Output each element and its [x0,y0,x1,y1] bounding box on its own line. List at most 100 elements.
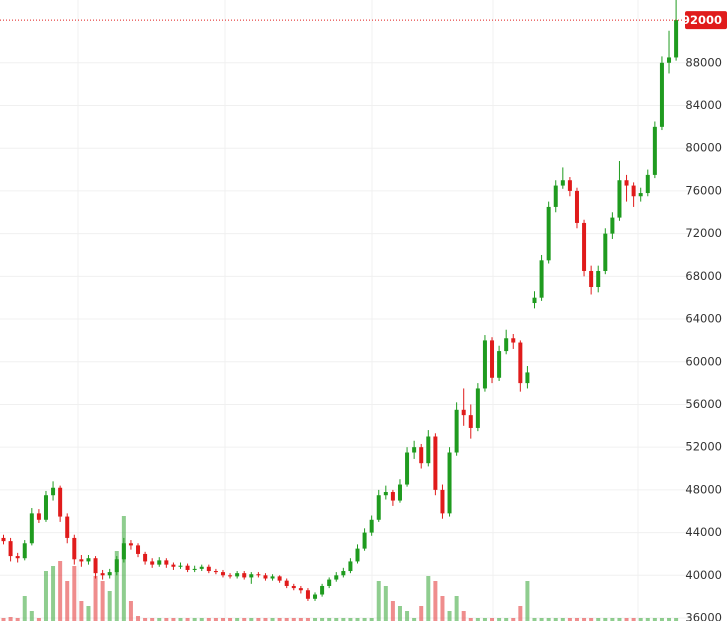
volume-bar [65,581,70,621]
candle-body [136,545,141,554]
candle-body [72,537,77,560]
volume-bar [369,618,374,621]
volume-bar [440,596,445,621]
candle-body [603,233,608,271]
candle-body [617,180,622,218]
candle-body [228,575,233,577]
volume-bar [376,581,381,621]
candle-body [256,574,261,576]
volume-bar [107,591,112,621]
candle-body [348,561,353,572]
candle-body [667,57,672,63]
volume-bar [171,618,176,621]
volume-bar [659,618,664,621]
volume-bar [270,618,275,621]
y-tick-label: 88000 [685,55,722,69]
candle-body [426,436,431,464]
candle-body [43,495,48,520]
y-tick-label: 64000 [685,312,722,326]
candle-body [362,532,367,549]
volume-bar [136,616,141,621]
volume-bar [313,618,318,621]
volume-bar [277,618,282,621]
candle-body [638,193,643,197]
volume-bar [228,618,233,621]
candle-body [327,579,332,586]
candle-body [150,561,155,565]
candle-body [313,594,318,599]
volume-bar [164,618,169,621]
candle-body [79,559,84,562]
candle-body [29,513,34,544]
volume-bar [284,618,289,621]
volume-bar [504,618,509,621]
volume-bar [383,586,388,621]
candle-body [93,558,98,574]
candle-body [652,126,657,175]
volume-bar [36,618,41,621]
candle-body [36,513,41,520]
volume-bar [532,618,537,621]
volume-bar [199,618,204,621]
candle-body [390,492,395,501]
volume-bar [355,618,360,621]
candles [1,0,679,621]
candle-body [447,452,452,514]
volume-bar [114,551,119,621]
candle-body [674,20,679,58]
volume-bar [645,618,650,621]
candle-body [376,495,381,520]
candle-body [631,185,636,197]
volume-bar [490,618,495,621]
candle-body [1,537,6,542]
volume-bar [546,618,551,621]
volume-bar [482,618,487,621]
candle-body [582,222,587,271]
volume-bar [93,576,98,621]
volume-bar [8,617,13,621]
candle-body [192,568,197,570]
volume-bar [674,618,679,621]
y-tick-label: 56000 [685,397,722,411]
candle-body [249,574,254,578]
candle-body [610,217,615,234]
volume-bar [157,618,162,621]
volume-bar [419,606,424,621]
last-price-label: 92000 [682,13,722,27]
volume-bar [15,618,20,621]
volume-bar [213,618,218,621]
y-tick-label: 76000 [685,183,722,197]
candle-body [383,492,388,496]
volume-bar [603,618,608,621]
candle-body [65,516,70,538]
volume-bar [1,618,6,621]
candle-body [405,452,410,485]
volume-bar [178,618,183,621]
candle-body [114,559,119,573]
candle-body [143,553,148,562]
volume-bar [22,596,27,621]
volume-bar [447,611,452,621]
volume-bar [497,618,502,621]
candle-body [334,575,339,580]
y-tick-label: 80000 [685,141,722,155]
candle-body [100,573,105,576]
candle-body [412,447,417,453]
candle-body [645,174,650,194]
volume-bar [256,618,261,621]
candle-body [341,571,346,576]
candle-body [369,519,374,533]
volume-bar [29,611,34,621]
y-tick-label: 48000 [685,482,722,496]
volume-bar [291,618,296,621]
volume-bar [582,618,587,621]
candle-body [511,338,516,343]
volume-bar [72,566,77,621]
candle-body [291,585,296,589]
volume-bar [362,618,367,621]
volume-bar [128,601,133,621]
candle-body [560,180,565,186]
candle-body [454,409,459,453]
volume-bar [220,618,225,621]
